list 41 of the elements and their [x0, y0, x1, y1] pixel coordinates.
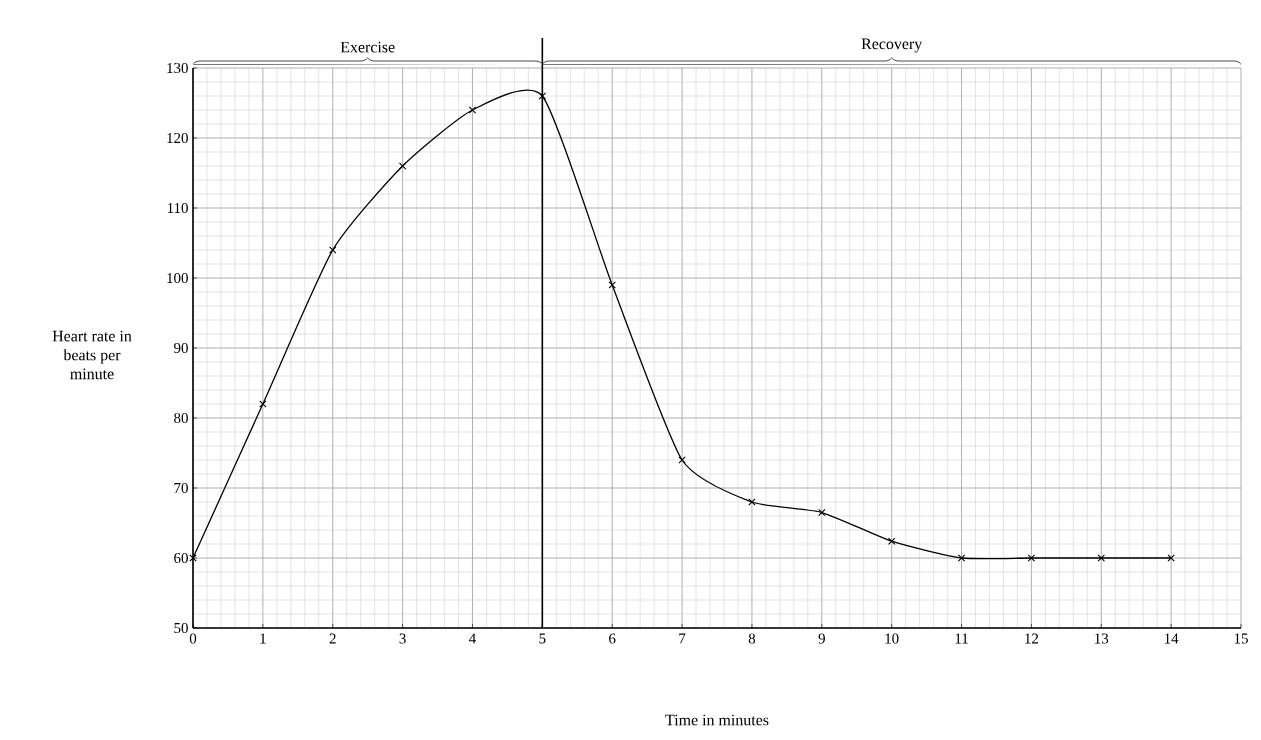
y-tick-label: 70: [174, 482, 188, 494]
point: [887, 537, 896, 545]
x-axis-title: Time in minutes: [665, 714, 769, 726]
x-tick-label: 15: [1234, 633, 1248, 644]
point: [818, 508, 826, 517]
point: [1167, 554, 1175, 562]
x-tick-label: 12: [1025, 633, 1039, 644]
x-tick-label: 1: [260, 633, 266, 644]
x-tick-label: 2: [329, 633, 336, 644]
point: [398, 162, 407, 170]
point: [957, 554, 966, 562]
x-tick-label: 14: [1164, 633, 1179, 644]
x-tick-label: 0: [189, 633, 197, 644]
x-tick-label: 5: [539, 633, 546, 644]
text: Recovery: [861, 38, 923, 53]
y-tick-label: 80: [174, 412, 188, 424]
point: [468, 106, 477, 114]
y-tick-label: 130: [167, 62, 188, 74]
y-tick-label: 120: [167, 132, 188, 144]
x-tick-label: 3: [399, 633, 406, 644]
x-tick-label: 9: [818, 633, 825, 644]
x-tick-label: 7: [679, 633, 686, 644]
y-axis-title: Heart rate in beats per minute: [52, 330, 132, 380]
y-tick-label: 90: [174, 342, 188, 354]
text: Exercise: [340, 41, 395, 53]
y-tick-label: 110: [167, 202, 188, 214]
x-tick-label: 8: [748, 633, 756, 644]
point: [259, 400, 267, 408]
x-tick-label: 11: [955, 633, 968, 644]
point: [1097, 554, 1105, 562]
x-tick-label: 13: [1095, 633, 1109, 644]
point: [538, 92, 547, 100]
y-tick-label: 100: [167, 272, 188, 284]
x-tick-label: 4: [469, 633, 476, 644]
y-tick-label: 50: [174, 622, 188, 634]
point: [1027, 554, 1036, 562]
point: [329, 246, 337, 254]
y-tick-label: 60: [174, 552, 188, 564]
x-tick-label: 6: [609, 633, 616, 644]
point: [608, 281, 616, 289]
x-tick-label: 10: [885, 633, 899, 644]
